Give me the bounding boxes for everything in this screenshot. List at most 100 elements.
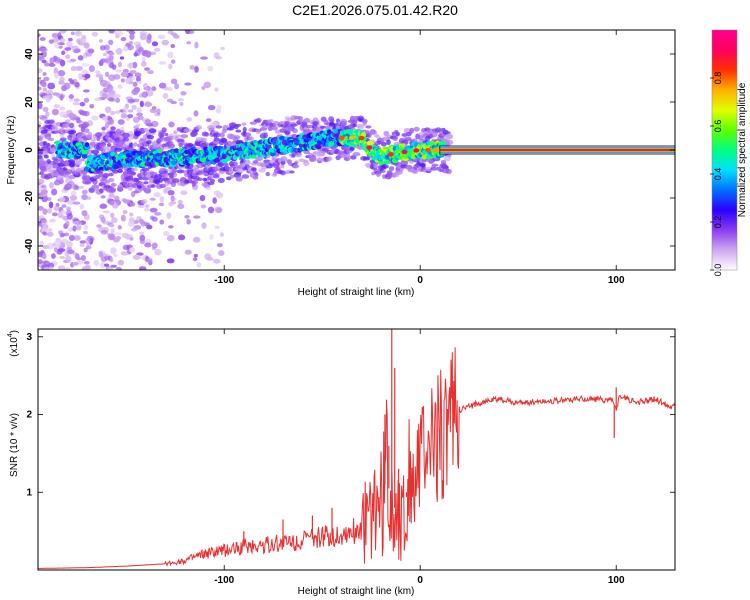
halo-cell — [212, 174, 220, 179]
noise-cell — [162, 92, 169, 99]
noise-cell — [70, 31, 75, 36]
halo-cell — [137, 181, 145, 187]
noise-cell — [166, 258, 175, 264]
noise-cell — [115, 266, 122, 270]
halo-cell — [204, 142, 209, 146]
colorbar-label: Normalized spectral amplitude — [737, 82, 748, 217]
noise-cell — [168, 121, 175, 128]
noise-cell — [38, 192, 44, 197]
halo-cell — [380, 164, 389, 169]
noise-cell — [207, 206, 215, 214]
halo-cell — [68, 161, 76, 167]
halo-cell — [204, 132, 210, 137]
halo-cell — [395, 170, 403, 176]
noise-cell — [81, 34, 87, 40]
noise-cell — [47, 82, 56, 90]
noise-cell — [139, 234, 146, 242]
halo-cell — [133, 142, 138, 147]
noise-cell — [68, 78, 73, 82]
halo-cell — [420, 162, 426, 168]
noise-cell — [184, 249, 192, 255]
halo-cell — [163, 170, 168, 174]
ridge-cell — [110, 151, 116, 157]
noise-cell — [194, 41, 199, 49]
noise-cell — [38, 33, 41, 38]
noise-cell — [95, 70, 101, 75]
noise-cell — [141, 91, 148, 98]
halo-cell — [289, 170, 295, 174]
halo-cell — [52, 125, 58, 131]
noise-cell — [38, 47, 46, 52]
halo-cell — [248, 136, 255, 142]
noise-cell — [199, 194, 206, 202]
halo-cell — [183, 128, 192, 133]
noise-cell — [139, 33, 148, 41]
halo-cell — [107, 172, 114, 177]
halo-cell — [113, 132, 120, 139]
noise-cell — [98, 76, 104, 83]
halo-cell — [146, 134, 155, 139]
noise-cell — [186, 218, 191, 225]
ridge-cell — [366, 140, 375, 146]
noise-cell — [65, 255, 72, 263]
halo-cell — [196, 177, 203, 181]
noise-cell — [120, 112, 128, 119]
y-tick-label: 40 — [24, 48, 35, 60]
noise-cell — [192, 257, 198, 261]
halo-cell — [326, 156, 333, 162]
noise-cell — [101, 126, 106, 131]
noise-cell — [216, 243, 223, 248]
halo-cell — [300, 123, 308, 127]
noise-cell — [79, 101, 86, 107]
noise-cell — [129, 237, 134, 241]
halo-cell — [409, 127, 415, 134]
noise-cell — [108, 85, 114, 91]
noise-cell — [83, 97, 90, 103]
noise-cell — [53, 41, 60, 49]
noise-cell — [128, 62, 134, 69]
hot-cell — [387, 152, 394, 157]
noise-cell — [38, 67, 43, 74]
x-tick-label: 0 — [417, 275, 423, 286]
noise-cell — [53, 247, 58, 253]
noise-cell — [132, 61, 138, 69]
noise-cell — [57, 32, 62, 40]
noise-cell — [107, 233, 116, 241]
halo-cell — [38, 154, 43, 159]
hot-cell — [425, 147, 432, 153]
noise-cell — [45, 111, 50, 118]
noise-cell — [201, 222, 207, 230]
noise-cell — [149, 197, 156, 201]
noise-cell — [151, 106, 157, 110]
noise-cell — [100, 195, 106, 199]
noise-cell — [204, 253, 212, 261]
noise-cell — [104, 122, 110, 129]
noise-cell — [184, 82, 192, 86]
halo-cell — [244, 132, 252, 137]
noise-cell — [144, 101, 153, 107]
halo-cell — [388, 173, 393, 178]
noise-cell — [91, 115, 99, 121]
colorbar-ticks: 0.0 0.2 0.4 0.6 0.8 — [710, 72, 723, 276]
noise-cell — [48, 63, 56, 67]
halo-cell — [105, 180, 111, 184]
noise-cell — [69, 194, 78, 201]
noise-cell — [117, 84, 123, 89]
noise-cell — [201, 85, 206, 91]
noise-cell — [77, 55, 84, 61]
noise-cell — [53, 240, 62, 248]
noise-cell — [115, 97, 121, 103]
noise-cell — [68, 234, 75, 242]
noise-cell — [196, 262, 202, 268]
noise-cell — [170, 59, 176, 64]
halo-cell — [68, 122, 75, 129]
x-tick-label: -100 — [214, 575, 234, 586]
halo-cell — [46, 119, 55, 125]
noise-cell — [49, 57, 55, 65]
noise-cell — [110, 217, 118, 224]
y-tick-label: 0 — [24, 147, 35, 153]
hot-cell — [338, 135, 345, 141]
halo-cell — [116, 168, 124, 173]
noise-cell — [57, 70, 66, 77]
